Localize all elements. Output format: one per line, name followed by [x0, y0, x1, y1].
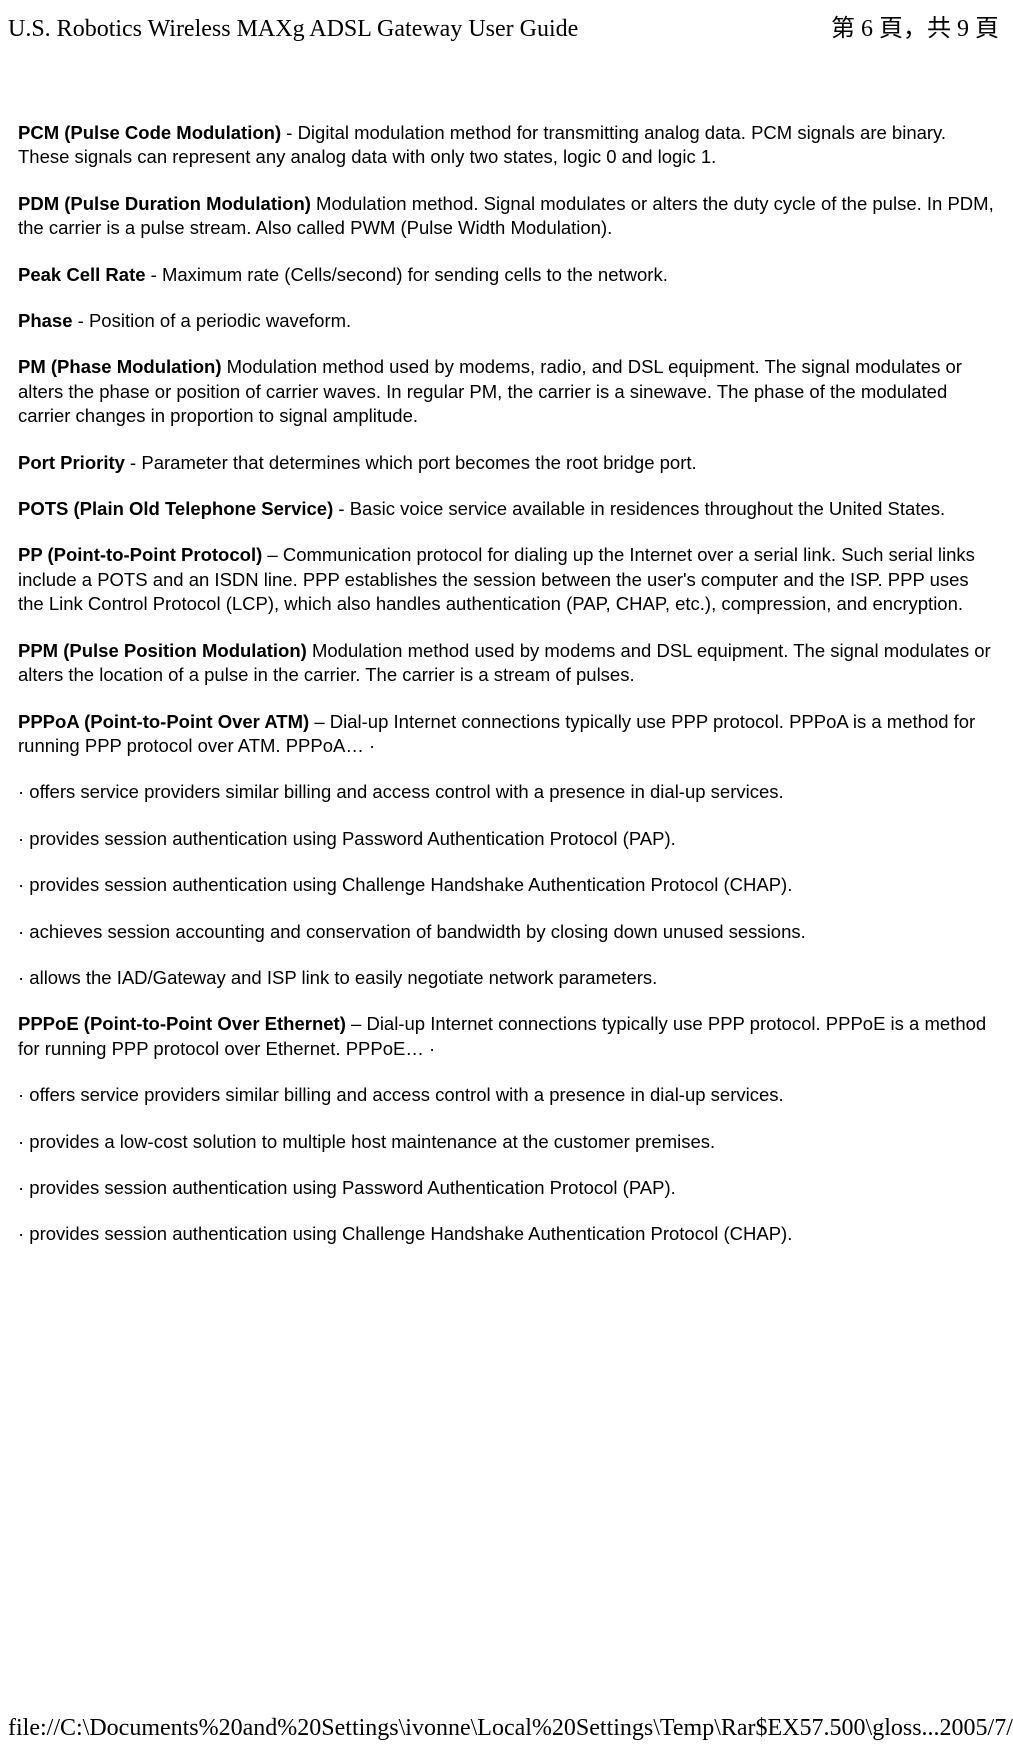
glossary-entry: PCM (Pulse Code Modulation) - Digital mo… — [18, 121, 997, 170]
glossary-entry: POTS (Plain Old Telephone Service) - Bas… — [18, 497, 997, 521]
glossary-sep: – — [346, 1013, 367, 1034]
glossary-term: Port Priority — [18, 452, 125, 473]
glossary-term: PPPoE (Point-to-Point Over Ethernet) — [18, 1013, 346, 1034]
glossary-sep: – — [262, 544, 283, 565]
list-item: · provides session authentication using … — [18, 1222, 997, 1246]
glossary-term: PCM (Pulse Code Modulation) — [18, 122, 281, 143]
glossary-sep: - — [281, 122, 297, 143]
list-item: · provides session authentication using … — [18, 1176, 997, 1200]
glossary-sep: - — [146, 264, 162, 285]
glossary-term: PPM (Pulse Position Modulation) — [18, 640, 307, 661]
glossary-sep: - — [125, 452, 141, 473]
glossary-def: Parameter that determines which port bec… — [141, 452, 696, 473]
content-body: PCM (Pulse Code Modulation) - Digital mo… — [0, 43, 1013, 1247]
glossary-def: Basic voice service available in residen… — [350, 498, 945, 519]
list-item: · offers service providers similar billi… — [18, 1083, 997, 1107]
glossary-term: POTS (Plain Old Telephone Service) — [18, 498, 333, 519]
glossary-entry: PP (Point-to-Point Protocol) – Communica… — [18, 543, 997, 616]
glossary-def: Maximum rate (Cells/second) for sending … — [162, 264, 668, 285]
glossary-entry: Peak Cell Rate - Maximum rate (Cells/sec… — [18, 263, 997, 287]
footer-date: 2005/7/4 — [940, 1715, 1013, 1742]
footer-path: file://C:\Documents%20and%20Settings\ivo… — [8, 1715, 940, 1742]
list-item: · provides a low-cost solution to multip… — [18, 1130, 997, 1154]
page-header: U.S. Robotics Wireless MAXg ADSL Gateway… — [0, 0, 1013, 43]
glossary-term: Phase — [18, 310, 73, 331]
glossary-term: PP (Point-to-Point Protocol) — [18, 544, 262, 565]
glossary-entry: PM (Phase Modulation) Modulation method … — [18, 355, 997, 428]
page-indicator: 第 6 頁，共 9 頁 — [831, 8, 999, 43]
document-title: U.S. Robotics Wireless MAXg ADSL Gateway… — [8, 16, 578, 43]
list-item: · provides session authentication using … — [18, 873, 997, 897]
glossary-term: PDM (Pulse Duration Modulation) — [18, 193, 311, 214]
list-item: · allows the IAD/Gateway and ISP link to… — [18, 966, 997, 990]
page: U.S. Robotics Wireless MAXg ADSL Gateway… — [0, 0, 1013, 1748]
glossary-sep: - — [333, 498, 349, 519]
glossary-entry: PPPoA (Point-to-Point Over ATM) – Dial-u… — [18, 710, 997, 759]
glossary-term: PPPoA (Point-to-Point Over ATM) — [18, 711, 309, 732]
glossary-entry: PDM (Pulse Duration Modulation) Modulati… — [18, 192, 997, 241]
glossary-entry: PPPoE (Point-to-Point Over Ethernet) – D… — [18, 1012, 997, 1061]
list-item: · offers service providers similar billi… — [18, 780, 997, 804]
list-item: · achieves session accounting and conser… — [18, 920, 997, 944]
glossary-def: Position of a periodic waveform. — [89, 310, 351, 331]
page-footer: file://C:\Documents%20and%20Settings\ivo… — [0, 1715, 1013, 1742]
glossary-sep: – — [309, 711, 330, 732]
glossary-entry: PPM (Pulse Position Modulation) Modulati… — [18, 639, 997, 688]
glossary-term: PM (Phase Modulation) — [18, 356, 222, 377]
glossary-entry: Port Priority - Parameter that determine… — [18, 451, 997, 475]
glossary-entry: Phase - Position of a periodic waveform. — [18, 309, 997, 333]
glossary-sep: - — [73, 310, 89, 331]
list-item: · provides session authentication using … — [18, 827, 997, 851]
glossary-term: Peak Cell Rate — [18, 264, 146, 285]
